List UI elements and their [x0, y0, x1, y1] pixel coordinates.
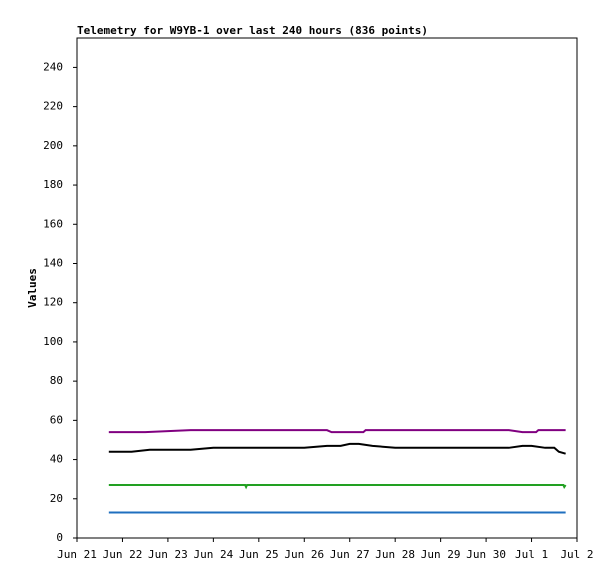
x-tick-label: Jun 26: [284, 548, 324, 561]
x-tick-label: Jun 29: [421, 548, 461, 561]
y-tick-label: 40: [50, 453, 63, 466]
series-line: [108, 429, 566, 434]
x-tick-label: Jul 2: [560, 548, 593, 561]
y-tick-label: 220: [43, 100, 63, 113]
y-tick-label: 60: [50, 413, 63, 426]
x-tick-label: Jun 23: [148, 548, 188, 561]
y-tick-label: 140: [43, 256, 63, 269]
x-tick-label: Jun 27: [330, 548, 370, 561]
x-tick-label: Jun 28: [375, 548, 415, 561]
x-tick-label: Jun 30: [466, 548, 506, 561]
x-tick-label: Jun 24: [193, 548, 233, 561]
y-tick-label: 80: [50, 374, 63, 387]
y-tick-label: 20: [50, 492, 63, 505]
y-tick-label: 180: [43, 178, 63, 191]
x-tick-label: Jun 21: [57, 548, 97, 561]
y-tick-label: 100: [43, 335, 63, 348]
x-tick-label: Jun 22: [103, 548, 143, 561]
y-tick-label: 120: [43, 296, 63, 309]
y-axis-label: Values: [26, 268, 39, 308]
series-line: [108, 484, 567, 490]
y-tick-label: 200: [43, 139, 63, 152]
y-tick-label: 0: [56, 531, 63, 544]
series-line: [108, 442, 566, 455]
chart-title: Telemetry for W9YB-1 over last 240 hours…: [77, 24, 428, 37]
y-tick-label: 160: [43, 217, 63, 230]
y-tick-label: 240: [43, 60, 63, 73]
x-tick-label: Jun 25: [239, 548, 279, 561]
plot-frame: [76, 37, 578, 539]
x-tick-label: Jul 1: [515, 548, 548, 561]
